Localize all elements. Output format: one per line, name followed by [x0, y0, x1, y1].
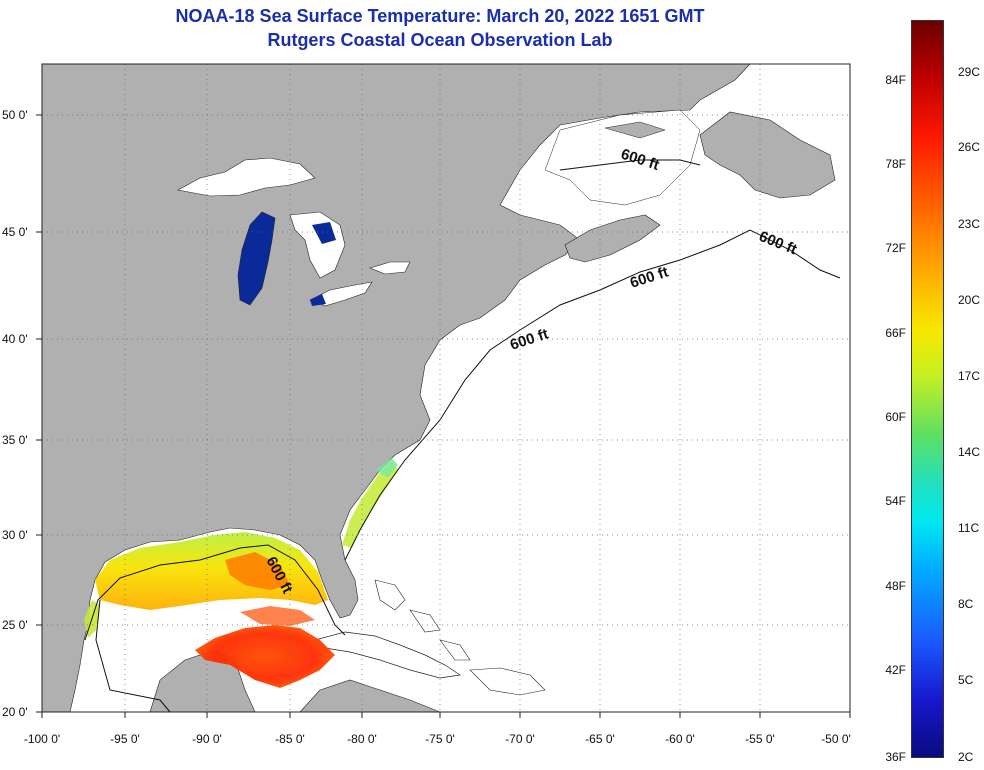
lake-huron-bay [312, 222, 336, 244]
gulf-st-lawrence [544, 109, 701, 206]
hispaniola [469, 667, 546, 696]
lon-label-65: -65 0' [585, 732, 615, 746]
colorbar-label-f: 84F [885, 73, 906, 87]
colorbar-label-f: 54F [885, 494, 906, 508]
lake-erie [309, 281, 373, 307]
lat-label-50: 50 0' [2, 108, 28, 122]
colorbar-label-c: 23C [958, 217, 981, 231]
lon-label-55: -55 0' [745, 732, 775, 746]
colorbar-label-c: 5C [958, 673, 974, 687]
lon-label-50: -50 0' [821, 732, 851, 746]
colorbar-label-c: 26C [958, 140, 981, 154]
lake-ontario [369, 261, 411, 275]
sst-gulf-loop [225, 552, 290, 590]
map-subtitle: Rutgers Coastal Ocean Observation Lab [267, 30, 613, 50]
land-newfoundland [699, 111, 836, 199]
lon-label-60: -60 0' [665, 732, 695, 746]
lon-label-85: -85 0' [275, 732, 305, 746]
lat-label-35: 35 0' [2, 433, 28, 447]
colorbar-label-f: 78F [885, 157, 906, 171]
land-cuba [314, 631, 461, 679]
colorbar-label-f: 72F [885, 241, 906, 255]
sst-atlantic-cool [376, 458, 398, 478]
sst-gulf-north [95, 532, 328, 610]
colorbar-label-c: 29C [958, 65, 981, 79]
land-north-america [41, 63, 751, 713]
lon-label-95: -95 0' [110, 732, 140, 746]
lon-label-70: -70 0' [505, 732, 535, 746]
lake-superior [177, 157, 316, 197]
sst-gulf-south [195, 625, 335, 688]
lat-label-25: 25 0' [2, 618, 28, 632]
lon-label-75: -75 0' [425, 732, 455, 746]
lon-label-80: -80 0' [347, 732, 377, 746]
contour-600ft [84, 159, 841, 713]
lat-label-30: 30 0' [2, 528, 28, 542]
lat-label-20: 20 0' [2, 705, 28, 719]
colorbar-label-f: 42F [885, 663, 906, 677]
colorbar-label-f: 48F [885, 579, 906, 593]
tick-marks [36, 114, 851, 718]
lon-label-90: -90 0' [192, 732, 222, 746]
lon-label-100: -100 0' [23, 732, 61, 746]
lat-label-45: 45 0' [2, 225, 28, 239]
colorbar-label-f: 66F [885, 326, 906, 340]
anticosti-island [604, 121, 666, 139]
colorbar-label-f: 60F [885, 410, 906, 424]
sst-gulf-mid [240, 606, 315, 626]
colorbar-label-f: 36F [885, 750, 906, 764]
colorbar-label-c: 14C [958, 445, 981, 459]
map-frame [41, 63, 851, 713]
sst-atlantic-coast [342, 460, 398, 548]
lat-label-40: 40 0' [2, 332, 28, 346]
colorbar-label-c: 20C [958, 293, 981, 307]
colorbar-label-c: 2C [958, 750, 974, 764]
lake-michigan [237, 211, 276, 306]
colorbar-label-c: 17C [958, 369, 981, 383]
colorbar-label-c: 8C [958, 597, 974, 611]
graticule [42, 64, 850, 712]
map-title: NOAA-18 Sea Surface Temperature: March 2… [175, 6, 705, 26]
lake-erie-west [310, 294, 326, 306]
land-nova-scotia [564, 214, 661, 263]
temperature-colorbar [911, 20, 944, 758]
colorbar-label-c: 11C [958, 521, 980, 535]
